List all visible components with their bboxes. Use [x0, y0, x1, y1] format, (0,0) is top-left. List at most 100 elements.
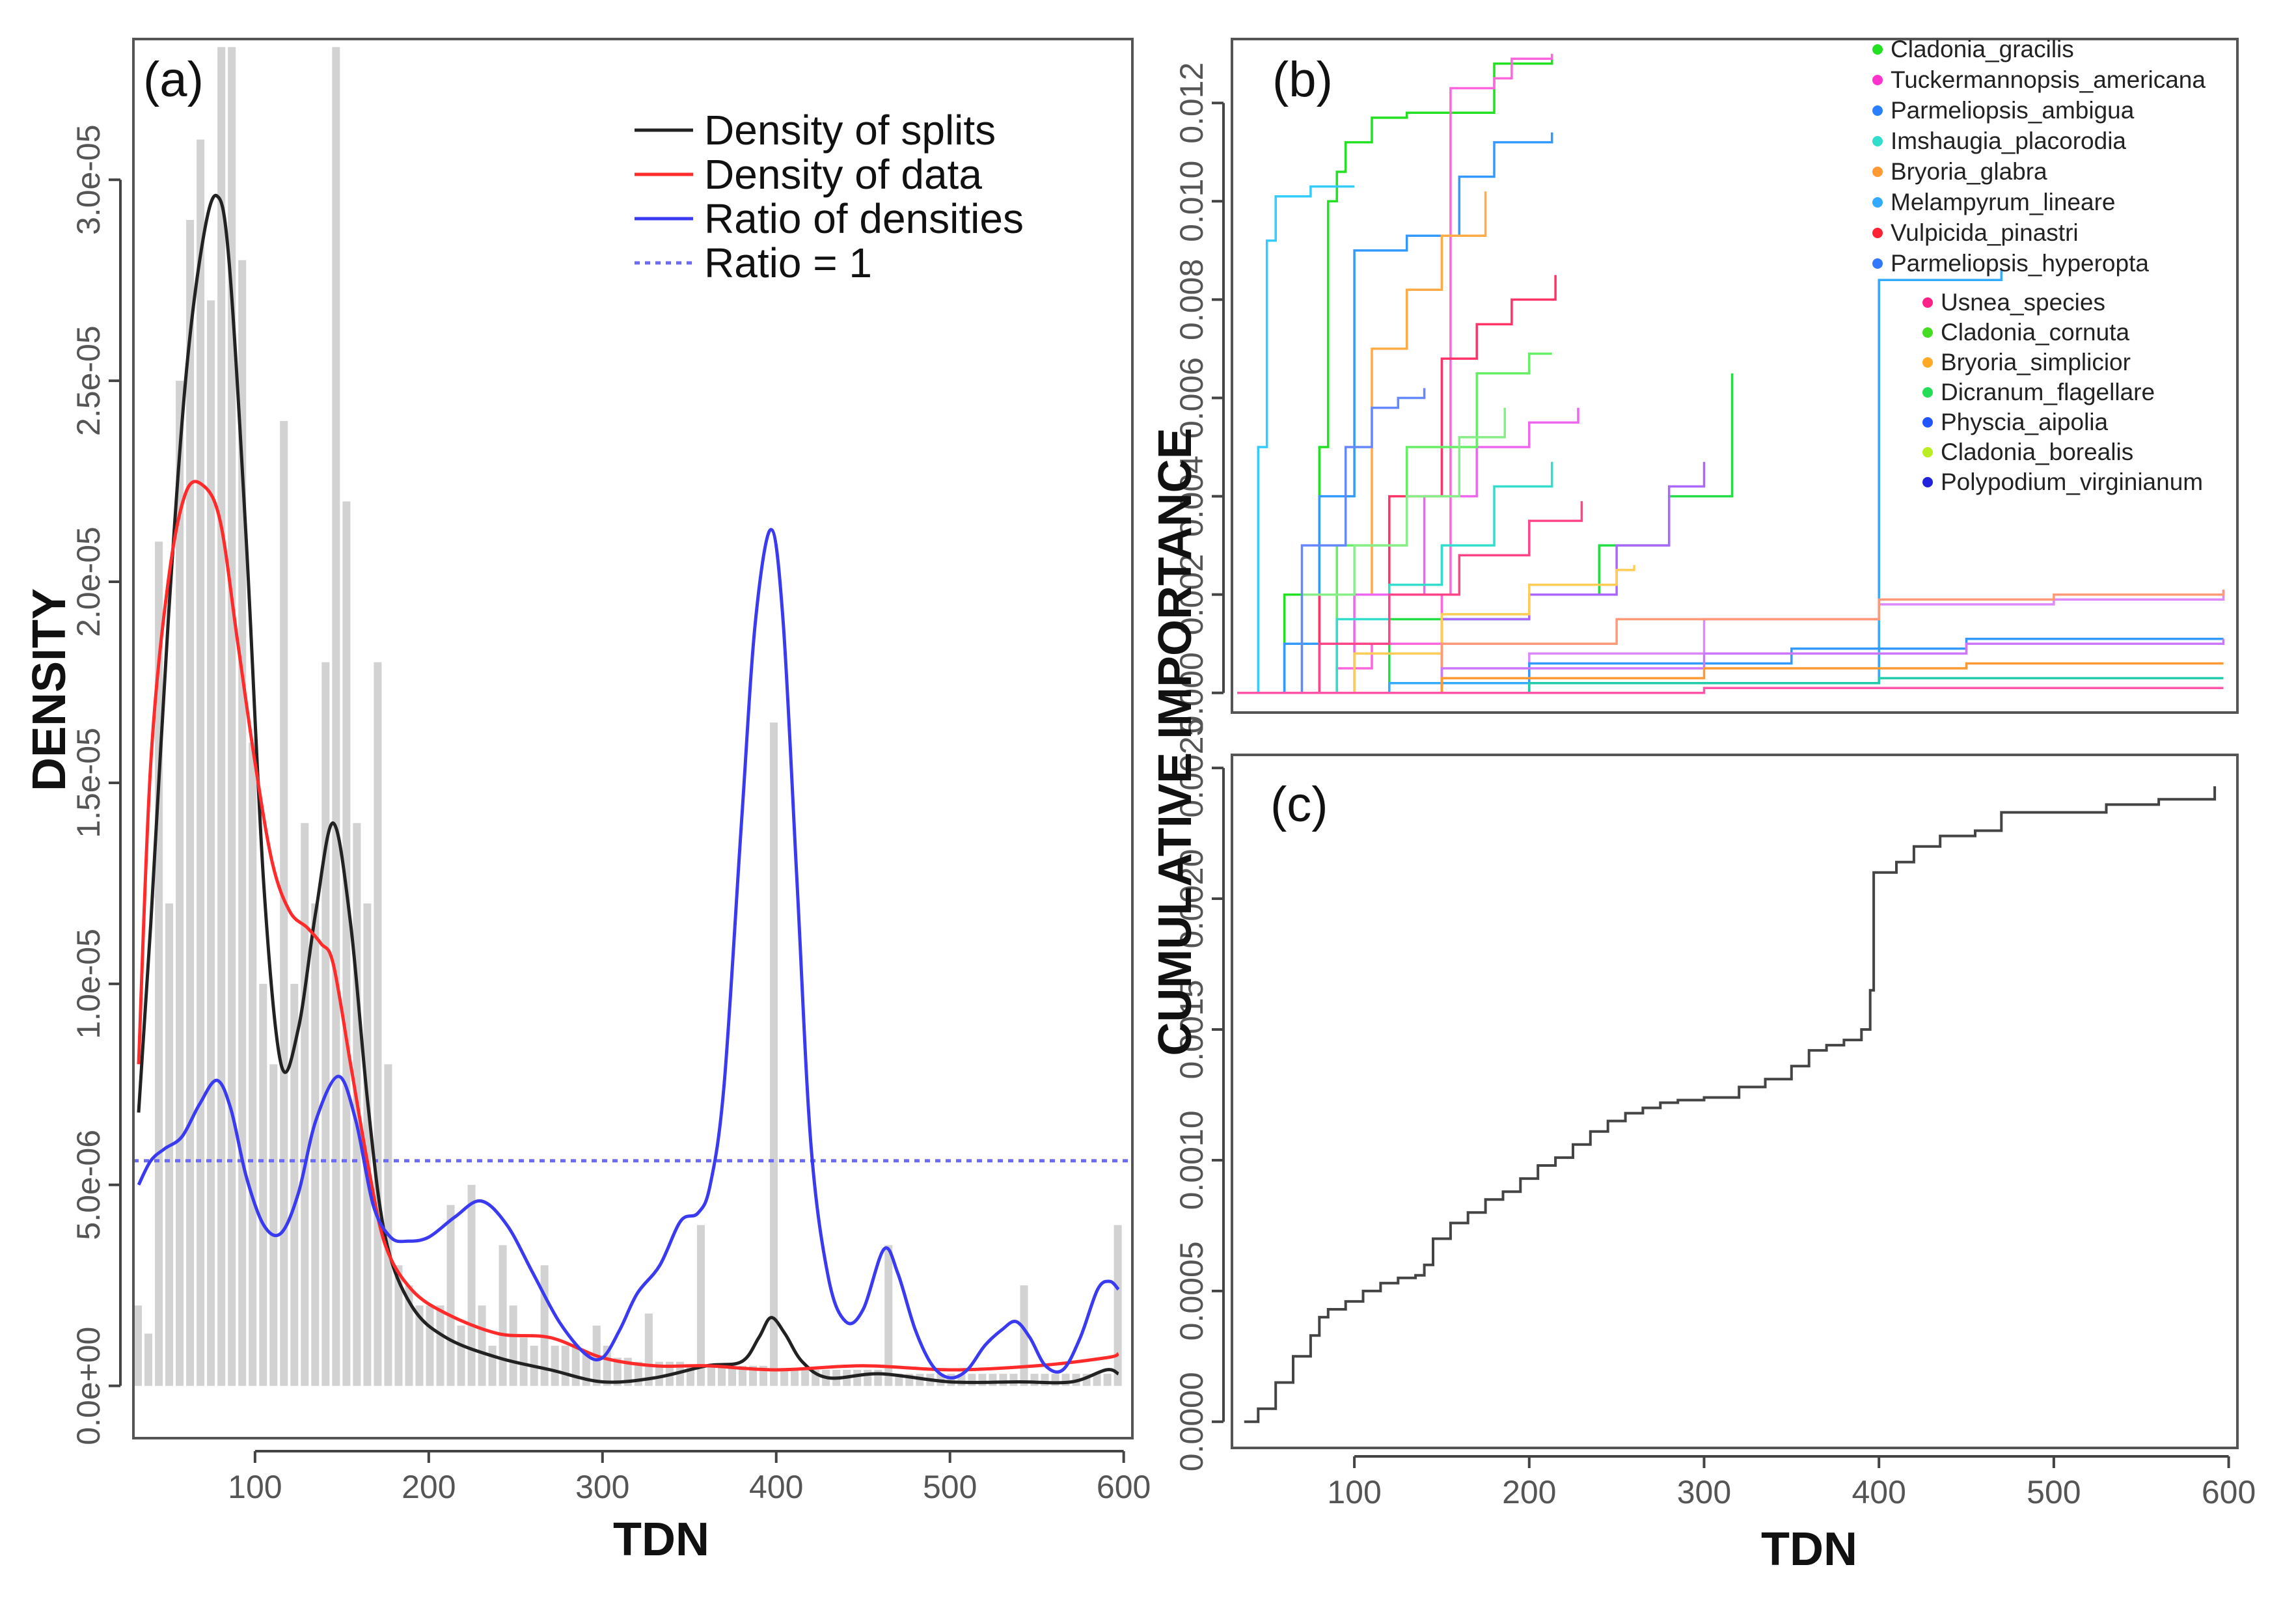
- series-line: [1237, 388, 1426, 694]
- panel-c-y-tick-label: 0.0020: [1173, 849, 1210, 949]
- legend-label: Density of splits: [704, 107, 996, 154]
- panel-a-x-axis: 100 200 300 400 500 600: [228, 1450, 1151, 1505]
- legend-label: Melampyrum_lineare: [1891, 189, 2115, 215]
- panel-a-y-tick-label: 5.0e-06: [70, 1130, 107, 1240]
- histogram-bar: [519, 1337, 528, 1386]
- series-line: [1244, 786, 2217, 1423]
- legend-marker: [1872, 258, 1883, 269]
- histogram-bar: [457, 1326, 465, 1386]
- panel-a-x-axis-title: TDN: [613, 1514, 709, 1566]
- panel-b-y-tick-label: 0.004: [1173, 456, 1210, 537]
- legend-marker: [1872, 167, 1883, 177]
- histogram-bar: [238, 260, 247, 1386]
- panel-c-y-tick-label: 0.0000: [1173, 1372, 1210, 1471]
- panel-a-x-tick-label: 100: [228, 1469, 282, 1505]
- legend-marker: [1872, 228, 1883, 238]
- legend-label: Vulpicida_pinastri: [1891, 219, 2079, 246]
- panel-c-x-tick-label: 300: [1677, 1474, 1731, 1510]
- legend-marker: [1922, 387, 1933, 398]
- histogram-bar: [259, 983, 267, 1386]
- series-line: [137, 480, 1119, 1372]
- legend-label: Dicranum_flagellare: [1941, 379, 2155, 405]
- legend-label: Tuckermannopsis_americana: [1891, 66, 2206, 93]
- histogram-bar: [290, 983, 299, 1386]
- series-line: [1237, 565, 1635, 694]
- panel-a-y-tick-label: 1.0e-05: [70, 929, 107, 1039]
- histogram-bar: [280, 420, 288, 1386]
- legend-label: Density of data: [704, 151, 982, 198]
- histogram-bar: [197, 139, 205, 1386]
- histogram-bar: [655, 1361, 663, 1386]
- histogram-bar: [728, 1365, 737, 1386]
- histogram-bar: [478, 1305, 486, 1386]
- panel-c-lines: [1244, 786, 2217, 1423]
- histogram-bar: [853, 1369, 862, 1386]
- legend-label: Usnea_species: [1941, 289, 2105, 316]
- histogram-bar: [1093, 1374, 1101, 1386]
- series-line: [137, 193, 1119, 1385]
- panel-c-y-tick-label: 0.0025: [1173, 718, 1210, 818]
- legend-marker: [1872, 105, 1883, 116]
- panel-b-y-tick-label: 0.002: [1173, 554, 1210, 635]
- panel-a-histogram: [134, 47, 1122, 1386]
- histogram-bar: [186, 220, 195, 1386]
- panel-a-y-tick-label: 2.5e-05: [70, 325, 107, 436]
- series-line: [137, 528, 1120, 1380]
- histogram-bar: [301, 823, 309, 1386]
- histogram-bar: [488, 1345, 497, 1386]
- legend-marker: [1922, 357, 1933, 368]
- panel-c-x-tick-label: 600: [2202, 1474, 2256, 1510]
- legend-label: Imshaugia_placorodia: [1891, 128, 2126, 154]
- histogram-bar: [405, 1285, 413, 1386]
- legend-label: Polypodium_virginianum: [1941, 469, 2203, 495]
- histogram-bar: [801, 1369, 810, 1386]
- panel-c-x-tick-label: 500: [2027, 1474, 2081, 1510]
- histogram-bar: [561, 1345, 569, 1386]
- panel-c-x-tick-label: 400: [1852, 1474, 1906, 1510]
- histogram-bar: [144, 1333, 153, 1386]
- panel-b-legend: Cladonia_gracilis Tuckermannopsis_america…: [1872, 36, 2206, 495]
- panel-a-y-tick-label: 0.0e+00: [70, 1327, 107, 1445]
- panel-c-y-tick-label: 0.0005: [1173, 1241, 1210, 1341]
- histogram-bar: [864, 1369, 872, 1386]
- panel-c-y-tick-label: 0.0015: [1173, 980, 1210, 1080]
- histogram-bar: [1020, 1285, 1028, 1386]
- panel-a-frame: [132, 38, 1134, 1439]
- histogram-bar: [499, 1245, 507, 1386]
- histogram-bar: [228, 47, 236, 1386]
- legend-marker: [1922, 297, 1933, 308]
- legend-marker: [1922, 417, 1933, 428]
- histogram-bar: [707, 1365, 715, 1386]
- histogram-bar: [978, 1374, 987, 1386]
- legend-marker: [1872, 136, 1883, 146]
- series-line: [1237, 373, 1734, 694]
- histogram-bar: [467, 1184, 476, 1386]
- panel-a-y-tick-label: 1.5e-05: [70, 728, 107, 838]
- panel-b-lines: [1237, 53, 2225, 694]
- panel-b-y-tick-label: 0.006: [1173, 357, 1210, 439]
- legend-label: Cladonia_borealis: [1941, 439, 2133, 465]
- legend-label: Ratio of densities: [704, 195, 1024, 242]
- series-line: [1237, 687, 2224, 694]
- histogram-bar: [1030, 1374, 1039, 1386]
- panel-c: 100 200 300 400 500 600 0.00000.00050.00100.0…: [1173, 718, 2256, 1575]
- histogram-bar: [540, 1265, 549, 1386]
- histogram-bar: [311, 903, 320, 1386]
- panel-b-y-axis: 0.000 0.002 0.004 0.006 0.008 0.010 0.012: [1173, 62, 1225, 733]
- legend-marker: [1872, 75, 1883, 85]
- legend-label: Cladonia_cornuta: [1941, 319, 2129, 346]
- series-line: [1237, 407, 1579, 694]
- legend-label: Bryoria_glabra: [1891, 158, 2047, 185]
- legend-label: Parmeliopsis_ambigua: [1891, 97, 2135, 124]
- series-line: [1237, 270, 2003, 694]
- histogram-bar: [394, 1265, 403, 1386]
- histogram-bar: [446, 1205, 455, 1386]
- panel-b-y-tick-label: 0.010: [1173, 161, 1210, 242]
- series-line: [1237, 662, 2224, 694]
- histogram-bar: [884, 1245, 893, 1386]
- panel-c-x-axis-title: TDN: [1761, 1523, 1857, 1575]
- histogram-bar: [770, 722, 778, 1386]
- histogram-bar: [999, 1374, 1007, 1386]
